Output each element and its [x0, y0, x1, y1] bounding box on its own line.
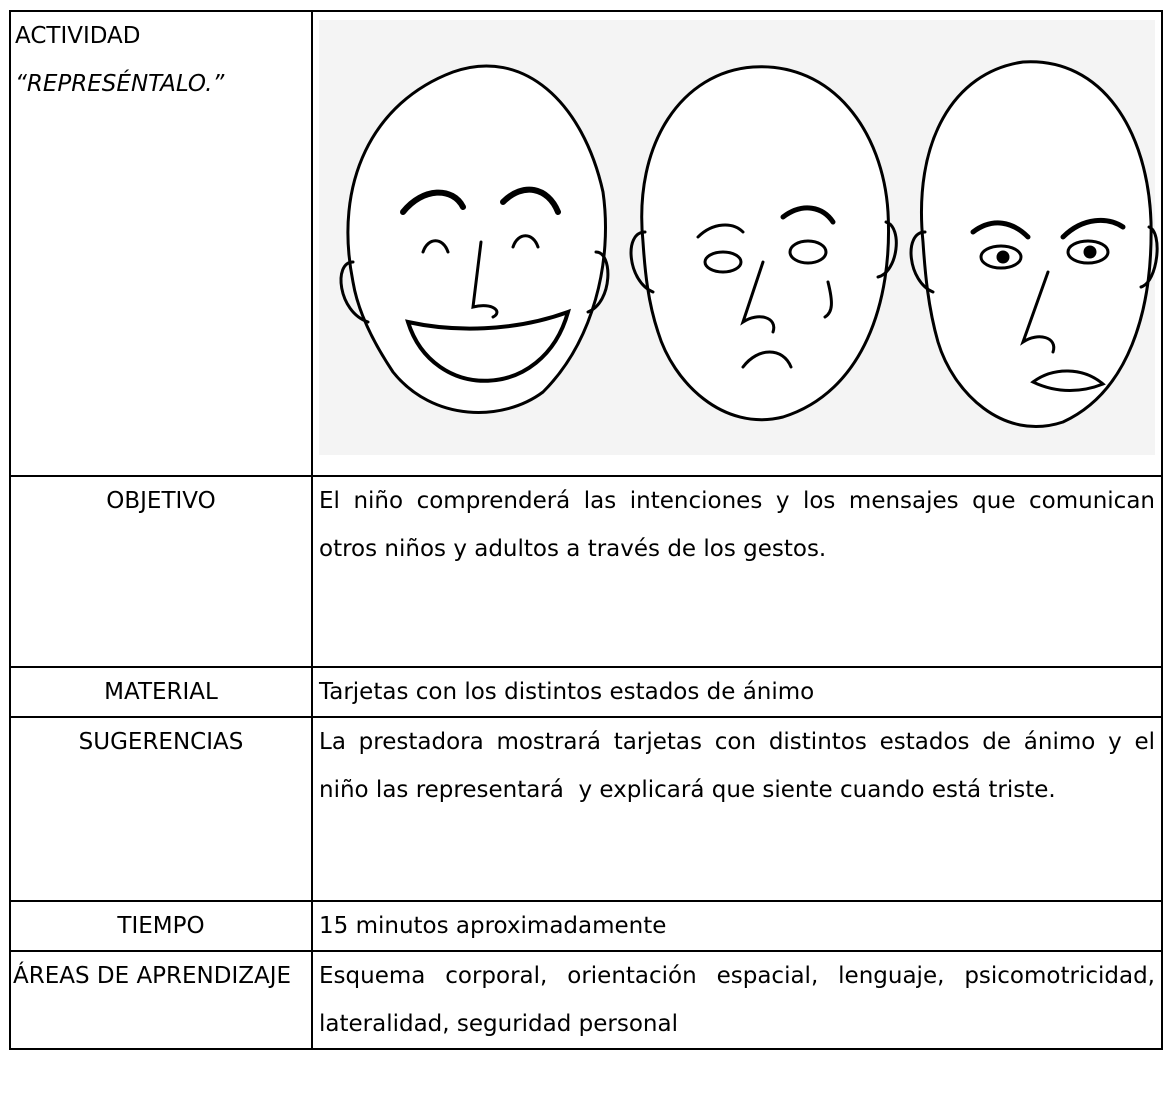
activity-table: ACTIVIDAD “REPRESÉNTALO.”: [9, 10, 1163, 1050]
row-text: El niño comprenderá las intenciones y lo…: [311, 475, 1163, 668]
activity-name: “REPRESÉNTALO.”: [15, 71, 225, 97]
row: SUGERENCIAS La prestadora mostrará tarje…: [9, 716, 1163, 902]
faces-illustration: [319, 20, 1159, 455]
row: TIEMPO 15 minutos aproximadamente: [9, 900, 1163, 952]
row-text: Esquema corporal, orientación espacial, …: [311, 950, 1163, 1050]
sad-face: [629, 65, 898, 422]
row-text: Tarjetas con los distintos estados de án…: [311, 666, 1163, 718]
image-cell: [311, 10, 1163, 477]
row-label: OBJETIVO: [9, 475, 313, 668]
row-text: 15 minutos aproximadamente: [311, 900, 1163, 952]
row: MATERIAL Tarjetas con los distintos esta…: [9, 666, 1163, 718]
happy-face: [339, 64, 610, 414]
activity-label: ACTIVIDAD: [15, 23, 141, 49]
row-label: SUGERENCIAS: [9, 716, 313, 902]
row-label: ÁREAS DE APRENDIZAJE: [9, 950, 313, 1050]
row: OBJETIVO El niño comprenderá las intenci…: [9, 475, 1163, 668]
cell: ACTIVIDAD “REPRESÉNTALO.”: [9, 10, 313, 477]
row: ÁREAS DE APRENDIZAJE Esquema corporal, o…: [9, 950, 1163, 1050]
row-text: La prestadora mostrará tarjetas con dist…: [311, 716, 1163, 902]
row: ACTIVIDAD “REPRESÉNTALO.”: [9, 10, 1163, 477]
row-label: MATERIAL: [9, 666, 313, 718]
row-label: TIEMPO: [9, 900, 313, 952]
angry-face: [909, 60, 1159, 428]
